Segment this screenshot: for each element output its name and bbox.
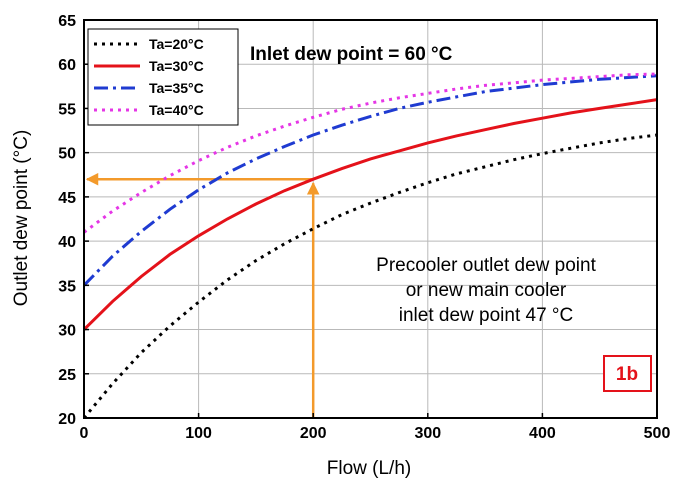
y-tick-label: 60 [58,57,76,74]
x-tick-label: 500 [644,425,671,442]
y-tick-label: 35 [58,278,76,295]
y-axis-title: Outlet dew point (°C) [11,130,32,307]
y-tick-label: 25 [58,367,76,384]
series-line-Ta=35°C [82,74,658,287]
x-tick-label: 400 [529,425,556,442]
series-group [82,72,658,419]
legend: Ta=20°C Ta=30°C Ta=35°C Ta=40°C [87,28,239,126]
plot-frame [83,19,658,419]
y-tick-label: 40 [58,234,76,251]
x-tick-label: 0 [80,425,89,442]
panel-label: 1b [616,364,638,385]
y-tick-label: 55 [58,101,76,118]
legend-label: Ta=30°C [149,58,204,74]
y-tick-label: 20 [58,411,76,428]
series-line-Ta=40°C [83,72,658,234]
reference-lines [85,172,320,418]
panel-label-box [603,355,652,392]
axis-ticks [83,19,658,419]
x-tick-label: 300 [414,425,441,442]
x-tick-label: 100 [185,425,212,442]
precooler-annotation-line-1: Precooler outlet dew point [376,255,596,276]
y-tick-label: 50 [58,146,76,163]
x-tick-label: 200 [300,425,327,442]
inlet-dew-point-annotation: Inlet dew point = 60 °C [250,44,453,65]
series-line-Ta=20°C [82,133,658,419]
legend-label: Ta=40°C [149,102,204,118]
legend-label: Ta=35°C [149,80,204,96]
y-tick-label: 30 [58,323,76,340]
y-tick-label: 45 [58,190,76,207]
y-tick-label: 65 [58,13,76,30]
series-line-Ta=30°C [82,98,658,331]
precooler-annotation-line-2: or new main cooler [406,280,567,301]
precooler-annotation-line-3: inlet dew point 47 °C [399,305,573,326]
tick-labels: 0 100 200 300 400 500 20 25 30 35 40 45 50 55 60 65 [58,13,670,442]
x-axis-title: Flow (L/h) [327,458,411,479]
legend-label: Ta=20°C [149,36,204,52]
